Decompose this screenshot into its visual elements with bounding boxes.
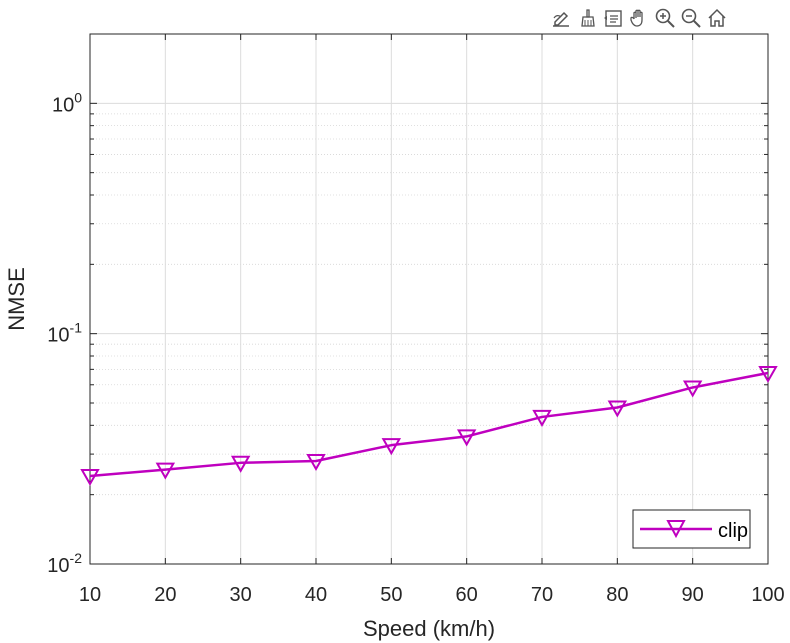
series-layer <box>80 365 778 487</box>
x-tick-label: 80 <box>606 584 628 606</box>
zoom-out-icon <box>681 8 701 28</box>
brush-icon <box>580 9 595 27</box>
edit-plot-button[interactable] <box>548 5 573 31</box>
data-point <box>80 469 100 487</box>
y-tick-label: 10-2 <box>47 550 82 577</box>
x-axis-label: Speed (km/h) <box>363 616 495 641</box>
home-icon <box>707 8 726 27</box>
data-point <box>381 438 402 456</box>
x-tick-label: 90 <box>682 584 704 606</box>
edit-plot-icon <box>552 11 569 27</box>
data-point <box>155 462 176 480</box>
axis-ticks <box>89 34 769 565</box>
data-point <box>682 380 703 398</box>
pan-button[interactable] <box>626 5 651 31</box>
data-point <box>607 400 628 418</box>
data-tips-button[interactable] <box>600 5 625 31</box>
y-axis-label: NMSE <box>4 267 29 331</box>
x-tick-labels: 10 20 30 40 50 60 70 80 90 100 <box>79 584 785 606</box>
zoom-in-button[interactable] <box>652 5 677 31</box>
x-tick-label: 40 <box>305 584 327 606</box>
data-tips-icon <box>603 10 622 27</box>
x-tick-label: 50 <box>380 584 402 606</box>
y-tick-labels: 10-2 10-1 100 <box>47 89 82 577</box>
x-tick-label: 100 <box>751 584 784 606</box>
data-point <box>306 454 326 472</box>
data-point <box>456 429 477 447</box>
y-tick-label: 10-1 <box>47 320 82 347</box>
x-tick-label: 30 <box>230 584 252 606</box>
series-line <box>89 371 769 478</box>
brush-button[interactable] <box>574 5 599 31</box>
zoom-out-button[interactable] <box>678 5 703 31</box>
axes-toolbar <box>548 3 729 33</box>
x-tick-label: 70 <box>531 584 553 606</box>
x-tick-label: 10 <box>79 584 101 606</box>
x-tick-label: 20 <box>154 584 176 606</box>
legend[interactable]: clip <box>632 509 751 549</box>
zoom-in-icon <box>655 8 675 28</box>
data-point <box>532 409 552 427</box>
legend-label: clip <box>718 520 748 542</box>
restore-view-button[interactable] <box>704 5 729 31</box>
x-tick-label: 60 <box>456 584 478 606</box>
legend-marker <box>666 520 686 539</box>
pan-hand-icon <box>629 9 643 27</box>
data-point <box>230 455 251 473</box>
plot-frame <box>89 33 769 565</box>
y-tick-label: 100 <box>52 89 82 116</box>
plot-area <box>90 34 768 564</box>
data-point <box>758 365 778 384</box>
minor-grid <box>90 113 768 496</box>
